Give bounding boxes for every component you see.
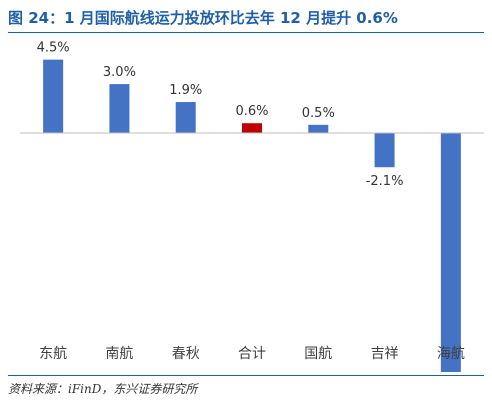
data-label-3: 0.6%: [235, 104, 268, 119]
footer-divider: [8, 375, 484, 376]
title-divider: [8, 32, 484, 33]
category-label-5: 吉祥: [371, 346, 399, 362]
data-labels-group: 4.5%3.0%1.9%0.6%0.5%-2.1%-15.4%: [37, 41, 404, 190]
chart-title: 图 24：1 月国际航线运力投放环比去年 12 月提升 0.6%: [8, 9, 398, 27]
bar-chart: 4.5%3.0%1.9%0.6%0.5%-2.1%-15.4% 东航南航春秋合计…: [20, 41, 484, 372]
category-label-4: 国航: [304, 346, 332, 362]
data-label-2: 1.9%: [169, 83, 202, 98]
bars-group: [43, 59, 461, 372]
bar-0: [43, 59, 64, 133]
category-label-6: 海航: [437, 346, 465, 362]
data-label-1: 3.0%: [103, 65, 136, 80]
bar-4: [308, 124, 329, 133]
bar-3: [242, 123, 262, 133]
bar-6: [440, 133, 461, 372]
bar-2: [175, 102, 196, 133]
bar-1: [109, 84, 130, 133]
bar-5: [374, 133, 395, 168]
data-label-5: -2.1%: [366, 174, 404, 189]
category-label-0: 东航: [39, 346, 67, 362]
category-labels-group: 东航 南航 春秋 合计 国航 吉祥 海航: [39, 346, 465, 362]
source-note: 资料来源：iFinD，东兴证券研究所: [8, 382, 198, 396]
category-label-3: 合计: [238, 346, 266, 362]
category-label-1: 南航: [105, 346, 133, 362]
data-label-0: 4.5%: [37, 41, 70, 56]
data-label-4: 0.5%: [302, 106, 335, 121]
category-label-2: 春秋: [172, 346, 200, 362]
